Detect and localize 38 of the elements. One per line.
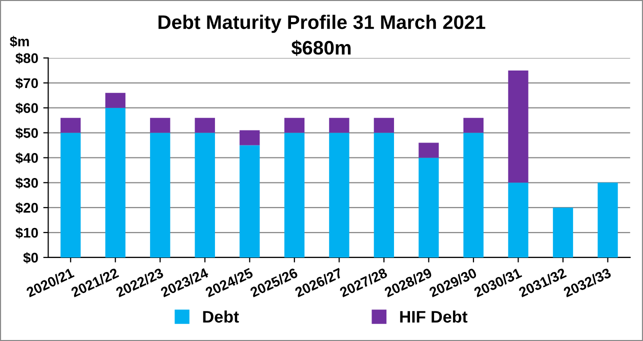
y-tick-label: $70 [16, 78, 38, 89]
y-tick-label: $80 [16, 52, 38, 64]
bar [240, 130, 260, 146]
bar [463, 118, 484, 133]
bar [552, 208, 574, 258]
bar [329, 118, 350, 133]
y-tick-label: $60 [16, 102, 38, 114]
bar [105, 92, 126, 108]
bar [105, 108, 126, 258]
bar [60, 118, 81, 133]
bar [194, 132, 215, 258]
bar [508, 182, 528, 258]
chart-subtitle: $680m [291, 40, 351, 56]
bar [194, 118, 215, 133]
bar [150, 118, 170, 133]
bar [418, 158, 439, 258]
chart-title: Debt Maturity Profile 31 March 2021 [158, 14, 486, 33]
bar [284, 132, 304, 258]
y-tick-label: $50 [16, 128, 38, 139]
bar [508, 70, 528, 183]
y-axis-title: $m [10, 36, 29, 48]
legend-label: Debt [203, 310, 239, 323]
bar [60, 132, 81, 258]
bar [598, 182, 618, 258]
legend-label: HIF Debt [400, 310, 468, 323]
bar [329, 132, 350, 258]
bar [374, 132, 394, 258]
bar [463, 132, 484, 258]
bar [150, 132, 170, 258]
y-tick-label: $40 [16, 152, 38, 164]
bar [374, 118, 394, 133]
y-tick-label: $10 [16, 227, 38, 239]
bar [284, 118, 304, 133]
y-tick-label: $30 [16, 177, 38, 189]
y-tick-label: $0 [23, 252, 38, 264]
bar [240, 145, 260, 258]
y-tick-label: $20 [16, 202, 38, 214]
bar [418, 142, 439, 158]
